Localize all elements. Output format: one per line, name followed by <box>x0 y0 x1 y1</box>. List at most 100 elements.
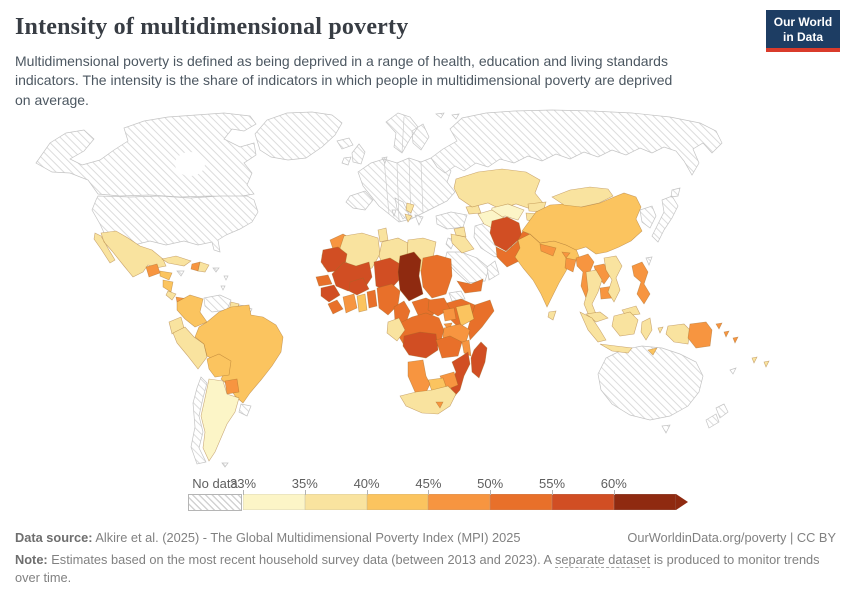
legend-bin-40-45[interactable] <box>366 494 429 510</box>
legend-tick-label: 55% <box>538 476 566 491</box>
hudson-bay <box>175 152 205 176</box>
region-ivory-coast[interactable] <box>342 293 358 314</box>
legend-tick-label: 40% <box>353 476 380 491</box>
region-caribbean-other[interactable] <box>176 267 229 291</box>
owid-logo[interactable]: Our World in Data <box>766 10 840 53</box>
region-kazakhstan[interactable] <box>453 168 544 210</box>
region-togo-benin[interactable] <box>366 289 378 309</box>
region-madagascar[interactable] <box>470 341 488 379</box>
region-lesotho[interactable] <box>435 401 444 409</box>
region-paraguay[interactable] <box>224 378 240 395</box>
region-balkans-albania[interactable] <box>404 213 413 223</box>
region-bolivia[interactable] <box>206 353 232 378</box>
region-uganda[interactable] <box>442 307 457 322</box>
region-zambia[interactable] <box>435 335 463 359</box>
region-cuba[interactable] <box>161 255 192 267</box>
legend-tick-labels: 33% 35% 40% 45% 50% 55% 60% <box>230 476 688 492</box>
region-yemen[interactable] <box>456 278 484 294</box>
region-new-caledonia[interactable] <box>729 367 737 375</box>
region-bhutan[interactable] <box>561 251 571 259</box>
region-new-zealand[interactable] <box>705 403 729 429</box>
region-chad[interactable] <box>397 251 424 302</box>
legend-bin-33-35[interactable] <box>243 494 305 510</box>
region-bangladesh[interactable] <box>564 257 577 273</box>
region-nepal[interactable] <box>539 243 557 257</box>
region-costa-rica[interactable] <box>165 290 177 301</box>
region-sierra-leone-liberia[interactable] <box>327 299 344 315</box>
region-falklands[interactable] <box>221 462 229 468</box>
region-syria[interactable] <box>453 226 467 238</box>
region-angola[interactable] <box>402 331 439 359</box>
data-source-label: Data source: <box>15 530 93 545</box>
separate-dataset-link[interactable]: separate dataset <box>554 551 651 568</box>
page-subtitle: Multidimensional poverty is defined as b… <box>15 53 673 108</box>
note-text-post: is produced to monitor trends over time. <box>15 551 820 586</box>
region-papua-new-guinea[interactable] <box>687 321 730 349</box>
region-peru[interactable] <box>172 326 208 370</box>
region-cameroon[interactable] <box>393 300 411 324</box>
region-iraq[interactable] <box>450 233 475 254</box>
region-malawi[interactable] <box>461 339 472 357</box>
region-burkina-faso[interactable] <box>348 277 370 296</box>
region-south-africa[interactable] <box>399 385 457 415</box>
region-chile[interactable] <box>190 376 208 465</box>
legend-bin-55-60[interactable] <box>551 494 614 510</box>
legend-tick <box>366 490 368 495</box>
legend-no-data-swatch[interactable] <box>188 494 242 511</box>
legend-no-data[interactable]: No data <box>188 476 242 511</box>
region-mongolia[interactable] <box>551 186 614 208</box>
region-indonesia[interactable] <box>579 311 691 354</box>
region-koreas[interactable] <box>639 205 657 229</box>
region-brazil[interactable] <box>194 304 284 404</box>
legend-tick-label: 50% <box>477 476 504 491</box>
region-timor[interactable] <box>647 347 658 356</box>
region-taiwan[interactable] <box>645 256 653 266</box>
region-guatemala[interactable] <box>145 263 161 278</box>
region-greenland[interactable] <box>254 111 343 161</box>
legend-tick-label: 45% <box>415 476 442 491</box>
region-kenya[interactable] <box>455 303 475 327</box>
region-russia[interactable] <box>430 109 723 176</box>
region-turkey[interactable] <box>435 211 468 230</box>
region-vietnam[interactable] <box>603 255 623 303</box>
region-balkans-serbia[interactable] <box>405 202 415 214</box>
region-afghanistan[interactable] <box>489 216 523 252</box>
region-fiji-vanuatu[interactable] <box>751 356 770 368</box>
legend-arrow-icon <box>675 494 688 510</box>
region-sudan[interactable] <box>420 254 453 299</box>
region-dominican-republic[interactable] <box>197 261 210 273</box>
region-canada[interactable] <box>35 112 257 198</box>
region-gabon-congo[interactable] <box>386 317 406 342</box>
note-text-pre: Estimates based on the most recent house… <box>47 551 555 567</box>
region-oman[interactable] <box>486 260 500 281</box>
region-guinea[interactable] <box>320 284 341 303</box>
region-australia[interactable] <box>597 345 704 434</box>
region-senegal[interactable] <box>315 274 333 287</box>
legend-bin-50-55[interactable] <box>490 494 552 510</box>
region-philippines[interactable] <box>631 261 651 305</box>
region-solomon-islands[interactable] <box>732 336 739 344</box>
legend-tick <box>428 490 430 495</box>
region-honduras[interactable] <box>159 270 173 281</box>
region-thailand[interactable] <box>583 269 603 317</box>
legend-tick <box>613 490 615 495</box>
region-nicaragua[interactable] <box>162 279 174 293</box>
legend-bin-45-50[interactable] <box>428 494 491 510</box>
legend-color-bar: 33% 35% 40% 45% 50% 55% 60% <box>230 476 688 510</box>
legend-bin-60-plus[interactable] <box>613 494 676 510</box>
region-argentina[interactable] <box>200 378 240 462</box>
region-japan[interactable] <box>651 187 681 243</box>
region-sri-lanka[interactable] <box>547 310 557 321</box>
chart-footer: Data source: Alkire et al. (2025) - The … <box>15 529 836 588</box>
region-tunisia[interactable] <box>377 227 389 243</box>
data-source-line: Data source: Alkire et al. (2025) - The … <box>15 529 520 548</box>
legend-tick-label: 60% <box>600 476 627 491</box>
legend-tick <box>552 490 553 495</box>
owid-url-link[interactable]: OurWorldinData.org/poverty | CC BY <box>627 530 836 545</box>
region-eritrea[interactable] <box>448 290 466 302</box>
owid-logo-line2: in Data <box>782 29 823 44</box>
region-ghana[interactable] <box>356 293 368 313</box>
region-uruguay[interactable] <box>238 403 252 417</box>
legend-bin-35-40[interactable] <box>304 494 367 510</box>
